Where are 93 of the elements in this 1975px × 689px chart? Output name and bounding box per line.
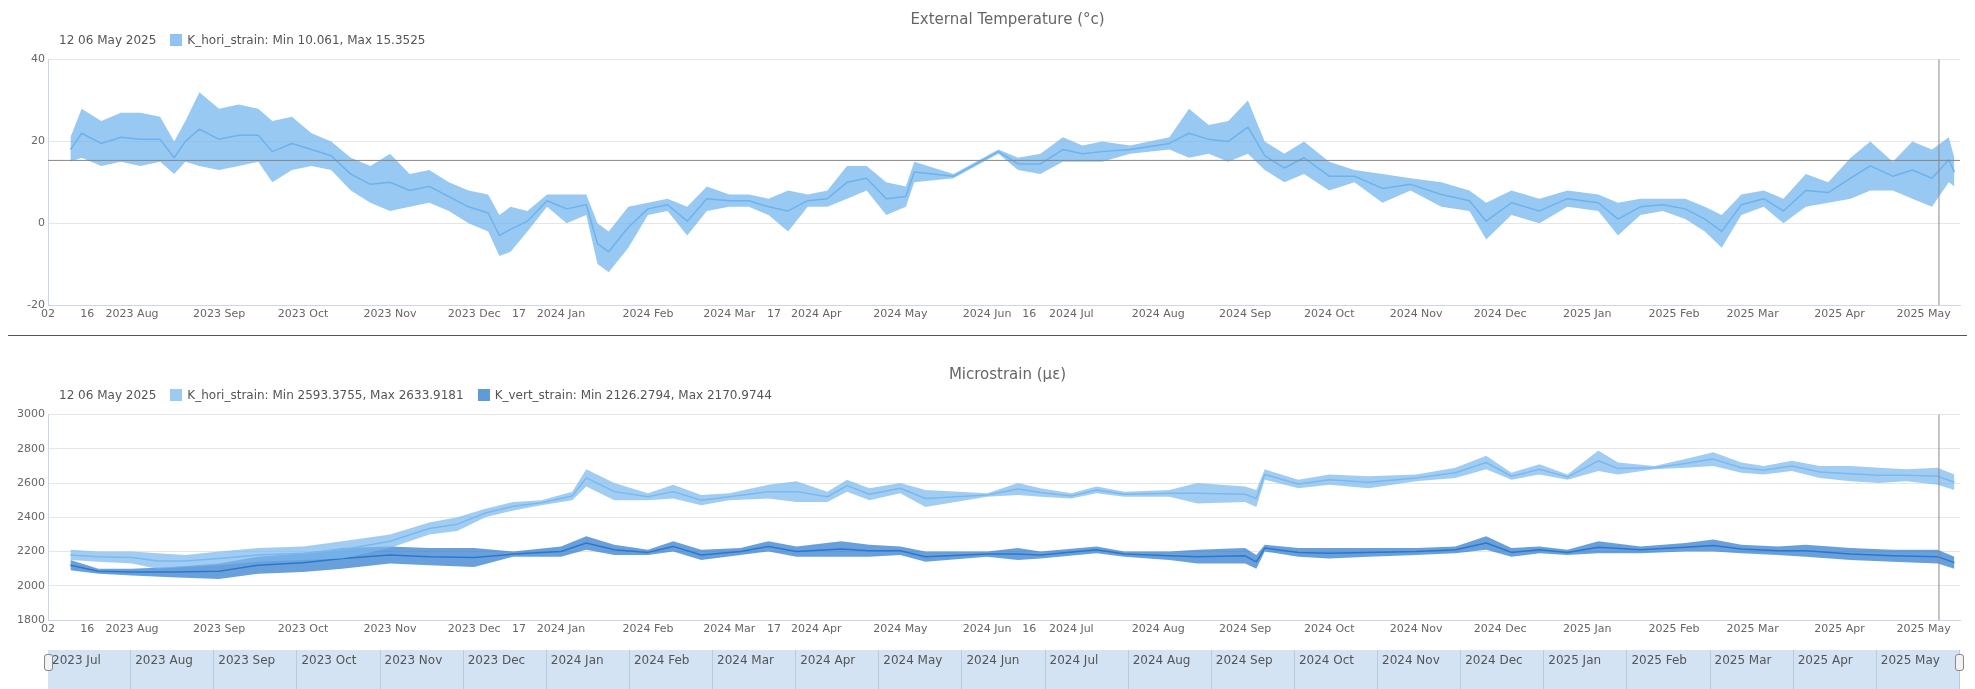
category-label: 2025 Apr xyxy=(1793,650,1877,689)
x-tick-label: 2023 Oct xyxy=(277,622,330,636)
x-tick-label: 2024 May xyxy=(873,307,928,321)
category-label: 2024 Feb xyxy=(629,650,713,689)
chart-title: Microstrain (με) xyxy=(947,364,1068,385)
x-tick-label: 2024 Dec xyxy=(1473,622,1527,636)
category-label: 2025 May xyxy=(1876,650,1960,689)
x-tick-label: 2024 Aug xyxy=(1131,622,1185,636)
x-tick-label: 2024 Aug xyxy=(1131,307,1185,321)
category-label: 2025 Mar xyxy=(1710,650,1794,689)
y-tick-label: 2600 xyxy=(17,475,45,489)
category-label: 2024 Nov xyxy=(1378,650,1462,689)
x-tick-label: 2024 Sep xyxy=(1218,622,1272,636)
x-tick-label: 2024 Jan xyxy=(536,307,586,321)
x-tick-label: 2023 Aug xyxy=(105,622,159,636)
category-label: 2024 Jul xyxy=(1045,650,1129,689)
x-tick-label: 02 xyxy=(41,622,55,636)
category-label: 2024 Mar xyxy=(713,650,797,689)
x-tick-label: 2024 Nov xyxy=(1389,307,1444,321)
category-label: 2023 Aug xyxy=(131,650,215,689)
legend-label: K_vert_strain: Min 2126.2794, Max 2170.9744 xyxy=(494,388,772,402)
x-tick-label: 16 xyxy=(1022,622,1037,636)
category-label: 2023 Dec xyxy=(463,650,547,689)
x-tick-label: 2024 May xyxy=(873,622,928,636)
x-tick-label: 2023 Sep xyxy=(192,307,246,321)
legend-label: K_hori_strain: Min 2593.3755, Max 2633.9181 xyxy=(187,388,464,402)
x-tick-label: 2023 Nov xyxy=(363,622,417,636)
x-tick-label: 2025 May xyxy=(1896,307,1952,321)
x-tick-label: 2024 Jul xyxy=(1048,622,1094,636)
category-label: 2025 Feb xyxy=(1627,650,1711,689)
x-tick-label: 2025 Feb xyxy=(1648,622,1700,636)
x-tick-label: 2024 Mar xyxy=(703,622,756,636)
x-tick-label: 17 xyxy=(511,622,526,636)
x-tick-label: 2023 Dec xyxy=(447,622,501,636)
x-tick-label: 2024 Jun xyxy=(962,307,1012,321)
text: 12 06 May 2025 xyxy=(59,388,157,402)
category-label: 2024 May xyxy=(879,650,963,689)
x-tick-label: 2024 Feb xyxy=(622,307,674,321)
x-tick-label: 2025 Feb xyxy=(1648,307,1700,321)
x-tick-label: 2025 Jan xyxy=(1562,622,1612,636)
legend-label: K_hori_strain: Min 10.061, Max 15.3525 xyxy=(187,33,426,47)
category-label: 2023 Oct xyxy=(297,650,381,689)
category-label: 2024 Apr xyxy=(796,650,880,689)
x-tick-label: 2024 Oct xyxy=(1303,622,1356,636)
x-tick-label: 2023 Dec xyxy=(447,307,501,321)
y-tick-label: 2400 xyxy=(17,510,45,524)
x-tick-label: 16 xyxy=(80,622,95,636)
y-tick-label: 20 xyxy=(31,134,45,148)
x-tick-label: 2025 Apr xyxy=(1814,307,1866,321)
category-label: 2024 Jun xyxy=(962,650,1046,689)
x-tick-label: 2025 May xyxy=(1896,622,1952,636)
category-label: 2024 Jan xyxy=(546,650,630,689)
x-tick-label: 2023 Aug xyxy=(105,307,159,321)
category-label: 2023 Sep xyxy=(214,650,298,689)
x-tick-label: 02 xyxy=(41,307,55,321)
category-label: 2024 Sep xyxy=(1211,650,1295,689)
category-label: 2025 Jan xyxy=(1544,650,1628,689)
x-tick-label: 2023 Oct xyxy=(277,307,330,321)
x-tick-label: 2024 Apr xyxy=(790,307,842,321)
chart-title: External Temperature (°c) xyxy=(909,9,1106,30)
x-tick-label: 2025 Apr xyxy=(1814,622,1866,636)
x-tick-label: 17 xyxy=(511,307,526,321)
y-tick-label: 2200 xyxy=(17,544,45,558)
x-tick-label: 2024 Mar xyxy=(703,307,756,321)
category-label: 2024 Oct xyxy=(1294,650,1378,689)
x-tick-label: 2024 Sep xyxy=(1218,307,1272,321)
x-tick-label: 2024 Jul xyxy=(1048,307,1094,321)
x-tick-label: 16 xyxy=(1022,307,1037,321)
x-tick-label: 2024 Nov xyxy=(1389,622,1444,636)
x-tick-label: 2023 Sep xyxy=(192,622,246,636)
x-tick-label: 2024 Feb xyxy=(622,622,674,636)
category-label: 2024 Aug xyxy=(1128,650,1212,689)
category-label: 2023 Jul xyxy=(48,650,132,689)
x-tick-label: 2024 Jan xyxy=(536,622,586,636)
x-tick-label: 2024 Dec xyxy=(1473,307,1527,321)
x-tick-label: 17 xyxy=(767,622,782,636)
x-tick-label: 17 xyxy=(767,307,782,321)
category-label: 2024 Dec xyxy=(1461,650,1545,689)
x-tick-label: 2024 Oct xyxy=(1303,307,1356,321)
x-tick-label: 2024 Apr xyxy=(790,622,842,636)
y-tick-label: 0 xyxy=(38,216,45,230)
y-tick-label: 2800 xyxy=(17,441,45,455)
text: 12 06 May 2025 xyxy=(59,33,157,47)
x-tick-label: 2024 Jun xyxy=(962,622,1012,636)
x-tick-label: 2025 Mar xyxy=(1726,307,1780,321)
y-tick-label: 3000 xyxy=(17,407,45,421)
category-label: 2023 Nov xyxy=(380,650,464,689)
x-tick-label: 2025 Jan xyxy=(1562,307,1612,321)
x-tick-label: 16 xyxy=(80,307,95,321)
y-tick-label: 40 xyxy=(31,52,45,66)
y-tick-label: 2000 xyxy=(17,578,45,592)
x-tick-label: 2025 Mar xyxy=(1726,622,1780,636)
x-tick-label: 2023 Nov xyxy=(363,307,417,321)
